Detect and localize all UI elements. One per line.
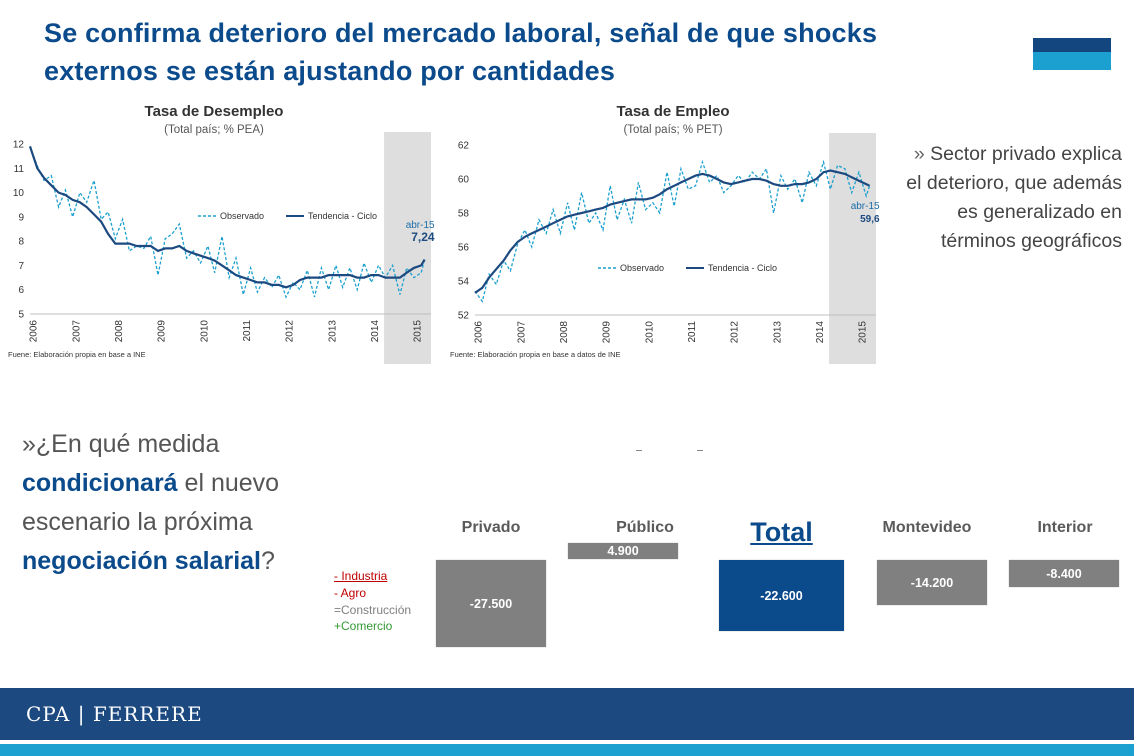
bar-interior: -8.400 [1009,560,1119,587]
legend-label-tendencia: Tendencia - Ciclo [308,211,377,221]
footer-stripe [0,744,1134,756]
unemployment-chart: Tasa de Desempleo (Total país; % PEA) 5 6 7 8… [6,98,438,364]
y-tick-label: 12 [13,140,25,151]
x-tick-label: 2013 [772,321,783,344]
y-tick-label: 56 [458,243,470,254]
chart-legend: Observado Tendencia - Ciclo [198,211,377,221]
footer-logo-text: CPA | FERRERE [26,702,203,726]
chart-source: Fuene: Elaboración propia en base a INE [8,350,146,359]
x-tick-label: 2008 [559,321,570,344]
series-observado-line [474,159,871,303]
bar-montevideo: -14.200 [877,560,987,605]
x-tick-label: 2013 [327,320,338,343]
legend-label-tendencia: Tendencia - Ciclo [708,263,777,273]
brand-stripe-dark [1033,38,1111,52]
side-commentary-lead: » [913,143,931,165]
sector-item: =Construcción [334,602,412,617]
x-tick-label: 2011 [687,321,698,343]
brand-stripe-light [1033,52,1111,70]
x-tick-label: 2008 [114,320,125,343]
sector-item: - Agro [334,585,367,600]
x-tick-label: 2011 [242,320,253,342]
footer-band [0,688,1134,740]
x-tick-label: 2014 [815,321,826,344]
chart-title: Tasa de Empleo [616,103,729,120]
y-tick-label: 62 [458,141,470,152]
bar-label-privado: Privado [461,519,521,536]
y-tick-label: 5 [18,310,24,321]
x-tick-label: 2010 [644,321,655,344]
y-tick-label: 8 [18,237,24,248]
series-tendencia-line [474,169,871,294]
chart-subtitle: (Total país; % PEA) [164,124,264,136]
bar-label-total: Total [750,517,813,547]
footer-gap [0,740,1134,744]
x-tick-label: 2007 [516,321,527,344]
question-part-1: »¿En qué medida [22,430,220,458]
y-tick-label: 58 [458,209,470,220]
highlight-band [384,132,431,364]
annotation-value: 59,6 [860,214,880,225]
y-tick-label: 6 [18,285,24,296]
annotation-date: abr-15 [406,220,435,231]
x-tick-label: 2012 [730,321,741,344]
bar-label-publico: Público [616,519,674,536]
legend-label-observado: Observado [620,263,664,273]
bar-label-montevideo: Montevideo [882,519,972,536]
annotation-date: abr-15 [851,201,880,212]
highlight-band [829,133,876,364]
y-tick-label: 52 [458,311,470,322]
side-commentary-body: Sector privado explica el deterioro, que… [906,143,1122,252]
legend-label-observado: Observado [220,211,264,221]
y-tick-label: 9 [18,212,24,223]
bar-label-interior: Interior [1037,519,1093,536]
side-commentary: » Sector privado explica el deterioro, q… [896,140,1122,256]
x-tick-label: 2006 [29,320,40,343]
sector-breakdown: - Industria - Agro =Construcción +Comerc… [334,568,411,635]
question-text: »¿En qué medida condicionará el nuevo es… [22,425,312,581]
chart-title: Tasa de Desempleo [145,103,284,120]
x-tick-label: 2010 [199,320,210,343]
question-highlight-1: condicionará [22,469,178,497]
series-observado-line [29,146,426,299]
x-tick-label: 2012 [285,320,296,343]
decorative-dash-2 [697,450,703,451]
question-highlight-2: negociación salarial [22,547,261,575]
x-tick-label: 2015 [858,321,869,344]
x-tick-label: 2009 [602,321,613,344]
bar-publico: 4.900 [568,543,678,559]
bar-privado: -27.500 [436,560,546,647]
y-tick-label: 60 [458,175,470,186]
y-tick-label: 7 [18,261,24,272]
x-tick-label: 2014 [370,320,381,343]
x-tick-label: 2015 [413,320,424,343]
y-tick-label: 54 [458,277,470,288]
y-tick-label: 10 [13,188,25,199]
chart-subtitle: (Total país; % PET) [623,124,722,136]
employment-chart: Tasa de Empleo (Total país; % PET) 52 54 56 5… [448,98,882,364]
x-tick-label: 2006 [474,321,485,344]
chart-legend: Observado Tendencia - Ciclo [598,263,777,273]
x-tick-label: 2007 [71,320,82,343]
x-tick-label: 2009 [157,320,168,343]
slide-title: Se confirma deterioro del mercado labora… [44,18,878,86]
question-part-3: ? [261,547,275,575]
question-part-2: el nuevo escenario la próxima [22,469,280,536]
sector-item: +Comercio [334,619,393,634]
sector-item: - Industria [334,569,388,583]
series-tendencia-line [28,146,426,289]
bar-total: -22.600 [719,560,844,631]
annotation-value: 7,24 [411,230,435,244]
y-tick-label: 11 [14,164,25,175]
chart-source: Fuente: Elaboración propia en base a dat… [450,350,621,359]
decorative-dash-1 [636,450,642,451]
